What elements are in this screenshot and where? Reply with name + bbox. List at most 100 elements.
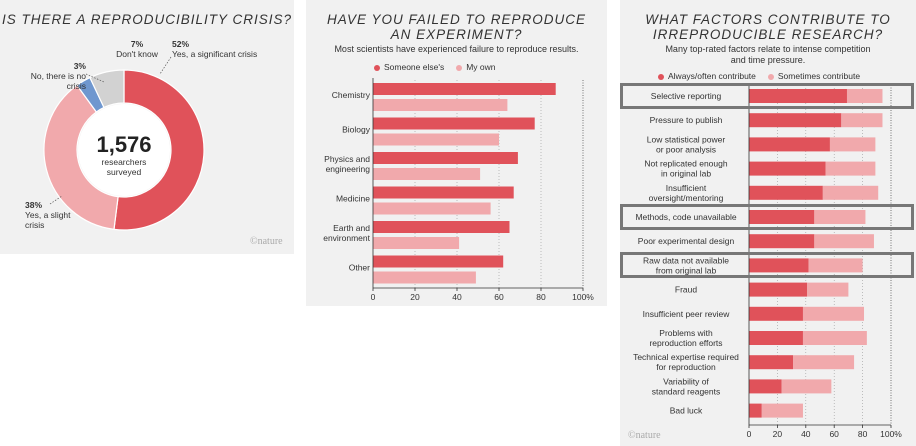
bar-always-often [749,258,809,273]
bar-my-own [373,202,491,215]
bar-someone-else [373,221,510,233]
category-label: Fraud [675,285,697,295]
panel-factors: WHAT FACTORS CONTRIBUTE TO IRREPRODUCIBL… [620,0,916,446]
slice-pct: 3% [74,61,87,71]
panel-failed-to-reproduce: HAVE YOU FAILED TO REPRODUCE AN EXPERIME… [306,0,607,306]
bar-always-often [749,137,830,152]
bar-always-often [749,331,803,345]
bar-always-often [749,282,808,297]
category-label: from original lab [656,265,717,275]
bar-always-often [749,161,826,176]
panel3-title-line2: IRREPRODUCIBLE RESEARCH? [652,27,884,42]
category-label: Low statistical power [647,134,726,144]
category-label: Bad luck [670,406,703,416]
x-tick-label: 100% [572,292,594,302]
panel3-subtitle-line1: Many top-rated factors relate to intense… [665,44,871,54]
panel2-title-line2: AN EXPERIMENT? [390,27,523,42]
bar-sometimes [846,89,883,103]
category-label: for reproduction [656,362,716,372]
bar-sometimes [841,113,883,128]
bar-sometimes [761,403,803,418]
category-label: Insufficient peer review [643,309,731,319]
category-label: standard reagents [652,386,721,396]
category-label: Poor experimental design [638,236,735,246]
bar-chart-factors: Selective reporting Pressure to publish Lo… [633,83,902,439]
bar-sometimes [825,161,876,176]
slice-label: crisis [67,81,86,91]
x-tick-label: 0 [747,429,752,439]
legend-item-sometimes: Sometimes contribute [767,71,860,81]
bar-someone-else [373,152,518,164]
bar-my-own [373,237,460,249]
category-label: Chemistry [332,90,371,100]
category-label: Variability of [663,376,709,386]
donut-slice [113,69,205,231]
x-tick-label: 20 [410,292,420,302]
panel-reproducibility-crisis: IS THERE A REPRODUCIBILITY CRISIS? 1,576… [0,0,294,254]
category-label: Medicine [336,194,370,204]
center-text: researchers [102,157,147,167]
x-tick-label: 0 [371,292,376,302]
x-tick-label: 60 [829,429,839,439]
x-tick-label: 60 [494,292,504,302]
category-label: oversight/mentoring [649,193,724,203]
bar-always-often [749,89,847,103]
category-label: Insufficient [666,183,707,193]
bar-sometimes [802,331,867,345]
panel2-title-line1: HAVE YOU FAILED TO REPRODUCE [326,12,587,27]
slice-pct: 52% [172,39,189,49]
category-label: Earth and [333,223,370,233]
leader-line [159,56,172,75]
center-text: surveyed [107,167,142,177]
legend-item-someone-else: Someone else's [374,62,444,72]
category-label: in original lab [661,169,711,179]
bar-sometimes [793,355,855,370]
leader-line [49,195,63,205]
bar-sometimes [807,282,849,297]
category-label: Physics and [324,154,370,164]
bar-always-often [749,379,782,394]
nature-logo: ©nature [250,236,283,247]
category-label: Other [349,263,370,273]
x-tick-label: 40 [452,292,462,302]
nature-logo: ©nature [628,430,661,441]
bar-someone-else [373,186,514,199]
bar-always-often [749,234,815,249]
x-tick-label: 20 [773,429,783,439]
bar-my-own [373,133,499,146]
x-tick-label: 80 [858,429,868,439]
panel3-legend: Always/often contribute Sometimes contri… [658,71,860,81]
category-label: Selective reporting [651,91,722,101]
donut-hole [78,104,170,196]
bar-always-often [749,355,794,370]
panel2-legend: Someone else's My own [374,62,496,72]
bar-always-often [749,113,842,128]
bar-sometimes [781,379,832,394]
bar-sometimes [822,185,879,200]
donut-slice [89,69,125,109]
category-label: environment [323,233,370,243]
bar-someone-else [373,83,556,95]
legend-item-always-often: Always/often contribute [658,71,756,81]
slice-pct: 38% [25,200,42,210]
category-label: reproduction efforts [649,338,722,348]
bar-sometimes [829,137,876,152]
panel3-subtitle-line2: and time pressure. [730,55,806,65]
category-label: Problems with [659,328,713,338]
category-label: Methods, code unavailable [635,212,736,222]
leader-line [85,73,105,83]
category-label: Technical expertise required [633,352,739,362]
slice-label: Yes, a significant crisis [172,49,257,59]
bar-always-often [749,210,815,224]
bar-my-own [373,168,481,180]
bar-always-often [749,185,823,200]
category-label: Raw data not available [643,255,729,265]
bar-sometimes [814,234,874,249]
x-tick-label: 80 [536,292,546,302]
bar-sometimes [814,210,866,224]
slice-label: No, there is no [31,71,87,81]
bar-someone-else [373,255,504,268]
category-label: or poor analysis [656,144,716,154]
